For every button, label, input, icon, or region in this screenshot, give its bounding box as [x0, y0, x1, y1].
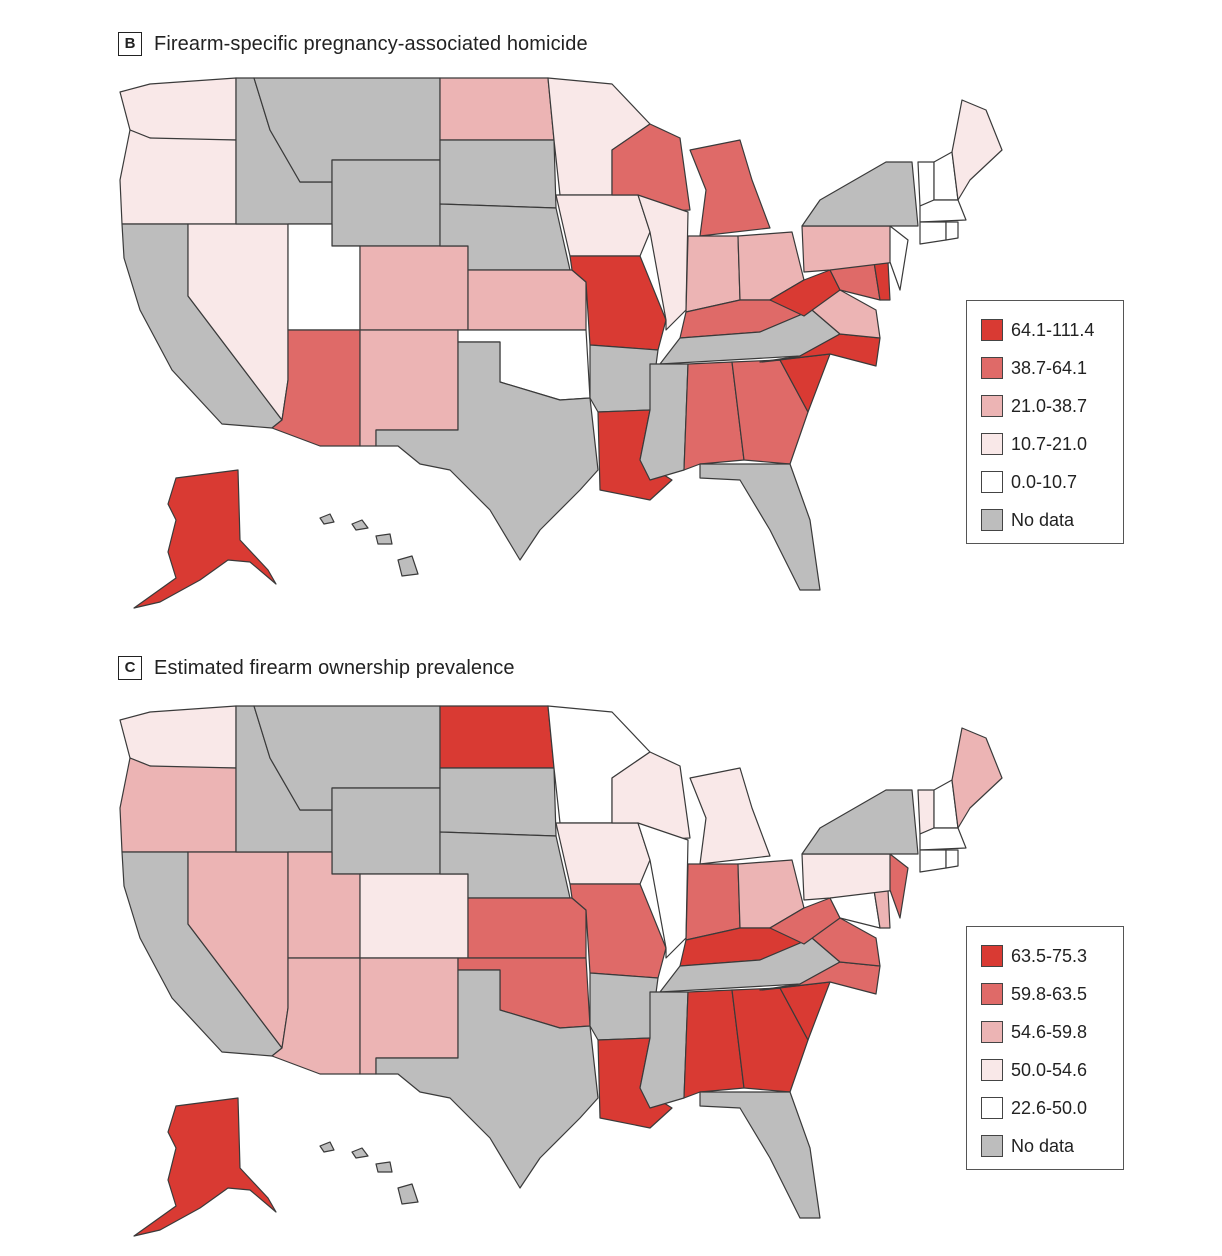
legend-label: 0.0-10.7 — [1011, 471, 1078, 492]
legend-swatch — [981, 1059, 1003, 1081]
legend-swatch — [981, 983, 1003, 1005]
legend-item: 50.0-54.6 — [981, 1051, 1123, 1089]
legend-swatch — [981, 319, 1003, 341]
legend-swatch — [981, 395, 1003, 417]
state-ak — [133, 1097, 277, 1237]
state-wa — [119, 705, 237, 769]
state-vt — [917, 789, 935, 835]
legend-label: 54.6-59.8 — [1011, 1021, 1088, 1042]
state-ar — [589, 972, 659, 1041]
state-hi — [319, 1141, 419, 1205]
state-nj — [889, 853, 909, 919]
panel-c-header: C Estimated firearm ownership prevalence — [118, 656, 515, 680]
panel-c-map — [119, 705, 1003, 1237]
state-al — [683, 361, 745, 471]
legend-item: 64.1-111.4 — [981, 311, 1123, 349]
state-hi — [319, 513, 419, 577]
state-nm — [359, 957, 459, 1075]
legend-swatch — [981, 471, 1003, 493]
state-wy — [331, 787, 441, 875]
panel-c-title: Estimated firearm ownership prevalence — [154, 656, 515, 679]
panel-b-legend: 64.1-111.4 38.7-64.1 21.0-38.7 10.7-21.0… — [966, 300, 1124, 544]
legend-swatch — [981, 1135, 1003, 1157]
state-ct — [919, 849, 947, 873]
state-wa — [119, 77, 237, 141]
state-al — [683, 989, 745, 1099]
legend-swatch — [981, 357, 1003, 379]
state-me — [951, 727, 1003, 829]
state-mi — [689, 139, 771, 237]
legend-item: 22.6-50.0 — [981, 1089, 1123, 1127]
panel-c-legend: 63.5-75.3 59.8-63.5 54.6-59.8 50.0-54.6 … — [966, 926, 1124, 1170]
legend-swatch — [981, 1021, 1003, 1043]
legend-label: 38.7-64.1 — [1011, 357, 1088, 378]
state-fl — [699, 463, 821, 591]
panel-b-header: B Firearm-specific pregnancy-associated … — [118, 32, 588, 56]
legend-item: No data — [981, 501, 1123, 539]
legend-item: 10.7-21.0 — [981, 425, 1123, 463]
state-sd — [439, 139, 557, 209]
legend-swatch — [981, 945, 1003, 967]
state-in — [685, 235, 741, 313]
legend-item: 0.0-10.7 — [981, 463, 1123, 501]
legend-label: 63.5-75.3 — [1011, 945, 1088, 966]
state-co — [359, 245, 469, 331]
legend-item: No data — [981, 1127, 1123, 1165]
state-ak — [133, 469, 277, 609]
state-wy — [331, 159, 441, 247]
state-tx — [375, 341, 599, 561]
state-fl — [699, 1091, 821, 1219]
state-tx — [375, 969, 599, 1189]
state-ks — [467, 897, 587, 959]
legend-swatch — [981, 433, 1003, 455]
legend-label: No data — [1011, 1135, 1075, 1156]
state-sd — [439, 767, 557, 837]
panel-c-letter: C — [118, 656, 142, 680]
legend-label: 64.1-111.4 — [1011, 319, 1095, 340]
state-ia — [555, 194, 651, 257]
state-nd — [439, 77, 555, 141]
panel-b-map — [119, 77, 1003, 609]
state-co — [359, 873, 469, 959]
state-ri — [945, 221, 959, 241]
state-nj — [889, 225, 909, 291]
state-ks — [467, 269, 587, 331]
legend-swatch — [981, 509, 1003, 531]
state-ma — [919, 199, 967, 223]
state-il — [637, 194, 689, 331]
legend-swatch — [981, 1097, 1003, 1119]
state-nm — [359, 329, 459, 447]
state-in — [685, 863, 741, 941]
state-ct — [919, 221, 947, 245]
panel-c: C Estimated firearm ownership prevalence… — [0, 628, 1222, 1256]
legend-item: 59.8-63.5 — [981, 975, 1123, 1013]
panel-b-letter: B — [118, 32, 142, 56]
legend-item: 38.7-64.1 — [981, 349, 1123, 387]
panel-b-title: Firearm-specific pregnancy-associated ho… — [154, 32, 588, 55]
legend-label: 10.7-21.0 — [1011, 433, 1088, 454]
panel-b: B Firearm-specific pregnancy-associated … — [118, 32, 1124, 609]
legend-label: No data — [1011, 509, 1075, 530]
state-mi — [689, 767, 771, 865]
legend-item: 54.6-59.8 — [981, 1013, 1123, 1051]
state-ny — [801, 789, 919, 855]
state-or — [119, 757, 237, 853]
legend-label: 50.0-54.6 — [1011, 1059, 1088, 1080]
state-vt — [917, 161, 935, 207]
legend-label: 21.0-38.7 — [1011, 395, 1088, 416]
state-nd — [439, 705, 555, 769]
state-ny — [801, 161, 919, 227]
legend-label: 59.8-63.5 — [1011, 983, 1088, 1004]
state-il — [637, 822, 689, 959]
state-or — [119, 129, 237, 225]
state-me — [951, 99, 1003, 201]
legend-item: 63.5-75.3 — [981, 937, 1123, 975]
state-ri — [945, 849, 959, 869]
state-ma — [919, 827, 967, 851]
legend-label: 22.6-50.0 — [1011, 1097, 1088, 1118]
state-ia — [555, 822, 651, 885]
state-ar — [589, 344, 659, 413]
legend-item: 21.0-38.7 — [981, 387, 1123, 425]
